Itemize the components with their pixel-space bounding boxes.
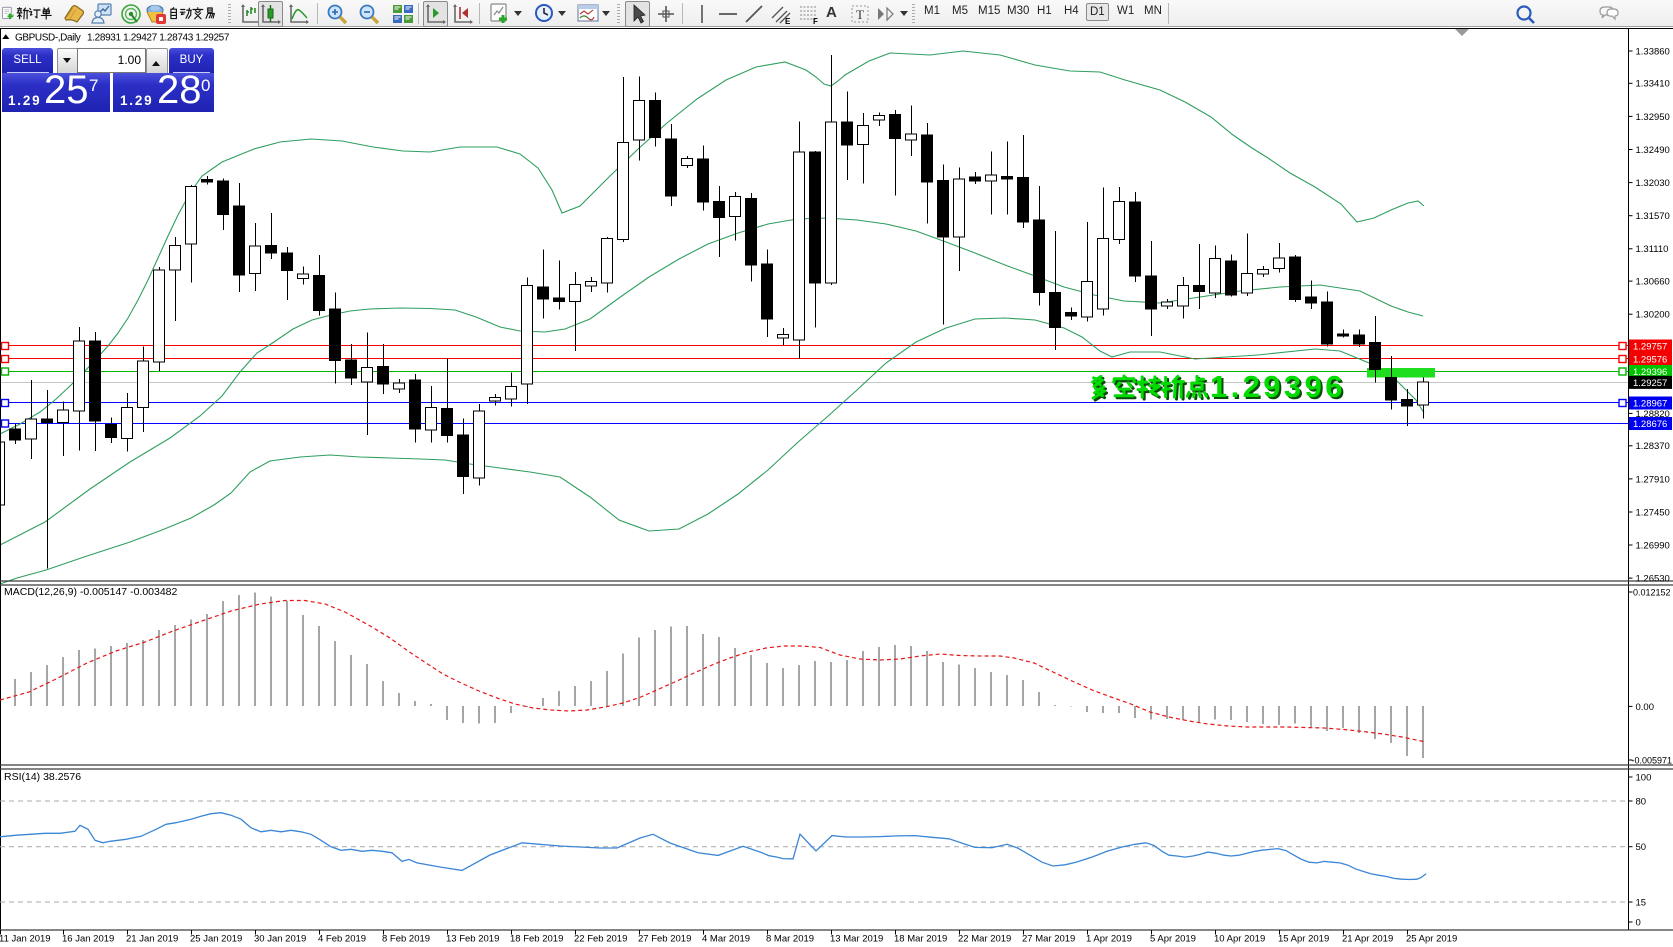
svg-text:27 Mar 2019: 27 Mar 2019 [1022,934,1075,945]
svg-text:1.29757: 1.29757 [1633,342,1667,353]
svg-text:25 Jan 2019: 25 Jan 2019 [190,934,242,945]
svg-text:E: E [785,17,791,26]
svg-text:1.30660: 1.30660 [1636,277,1670,288]
svg-text:15 Apr 2019: 15 Apr 2019 [1278,934,1329,945]
svg-text:MACD(12,26,9) -0.005147 -0.003: MACD(12,26,9) -0.005147 -0.003482 [4,586,178,598]
svg-text:21 Jan 2019: 21 Jan 2019 [126,934,178,945]
svg-text:T: T [856,7,864,22]
svg-text:18 Mar 2019: 18 Mar 2019 [894,934,947,945]
svg-text:100: 100 [1636,772,1652,783]
svg-text:1.29257: 1.29257 [1633,378,1667,389]
svg-text:13 Feb 2019: 13 Feb 2019 [446,934,499,945]
svg-text:1.33410: 1.33410 [1636,79,1670,90]
svg-text:1.32950: 1.32950 [1636,112,1670,123]
svg-text:1.26990: 1.26990 [1636,540,1670,551]
svg-text:1.30200: 1.30200 [1636,310,1670,321]
svg-text:1.31110: 1.31110 [1636,244,1669,255]
svg-text:1.28676: 1.28676 [1633,419,1667,430]
svg-text:1.28820: 1.28820 [1636,409,1670,420]
svg-text:4 Mar 2019: 4 Mar 2019 [702,934,750,945]
svg-text:1.28967: 1.28967 [1633,399,1667,410]
svg-text:1.29396: 1.29396 [1633,367,1667,378]
svg-text:30 Jan 2019: 30 Jan 2019 [254,934,306,945]
svg-text:1.31570: 1.31570 [1636,211,1670,222]
svg-text:50: 50 [1636,842,1647,853]
svg-text:F: F [813,17,818,26]
svg-text:22 Feb 2019: 22 Feb 2019 [574,934,627,945]
svg-text:RSI(14) 38.2576: RSI(14) 38.2576 [4,771,81,783]
svg-text:25 Apr 2019: 25 Apr 2019 [1406,934,1457,945]
svg-text:13 Mar 2019: 13 Mar 2019 [830,934,883,945]
svg-text:1.28931 1.29427 1.28743 1.2925: 1.28931 1.29427 1.28743 1.29257 [87,33,230,44]
svg-text:80: 80 [1636,796,1647,807]
svg-text:8 Feb 2019: 8 Feb 2019 [382,934,430,945]
svg-text:27 Feb 2019: 27 Feb 2019 [638,934,691,945]
svg-text:16 Jan 2019: 16 Jan 2019 [62,934,114,945]
svg-text:1.32030: 1.32030 [1636,178,1670,189]
svg-text:1.29576: 1.29576 [1633,355,1667,366]
svg-text:10 Apr 2019: 10 Apr 2019 [1214,934,1265,945]
svg-text:11 Jan 2019: 11 Jan 2019 [0,934,51,945]
svg-text:1.29396: 1.29396 [1212,371,1348,406]
svg-text:22 Mar 2019: 22 Mar 2019 [958,934,1011,945]
svg-text:1.32490: 1.32490 [1636,145,1670,156]
svg-text:1.26530: 1.26530 [1636,574,1670,585]
svg-text:18 Feb 2019: 18 Feb 2019 [510,934,563,945]
svg-text:21 Apr 2019: 21 Apr 2019 [1342,934,1393,945]
svg-text:-0.005971: -0.005971 [1632,755,1673,765]
svg-text:0: 0 [1636,917,1641,928]
svg-text:15: 15 [1636,897,1647,908]
svg-text:4 Feb 2019: 4 Feb 2019 [318,934,366,945]
svg-text:1.27450: 1.27450 [1636,507,1670,518]
svg-text:1.28370: 1.28370 [1636,441,1670,452]
svg-text:1.29396: 1.29396 [1210,369,1346,404]
svg-text:5 Apr 2019: 5 Apr 2019 [1150,934,1196,945]
svg-text:8 Mar 2019: 8 Mar 2019 [766,934,814,945]
svg-text:0.012152: 0.012152 [1633,587,1671,597]
svg-text:GBPUSD-,Daily: GBPUSD-,Daily [15,33,81,44]
svg-text:1 Apr 2019: 1 Apr 2019 [1086,934,1132,945]
svg-text:0.00: 0.00 [1636,702,1655,713]
svg-text:1.33860: 1.33860 [1636,46,1670,57]
svg-text:1.27910: 1.27910 [1636,474,1670,485]
